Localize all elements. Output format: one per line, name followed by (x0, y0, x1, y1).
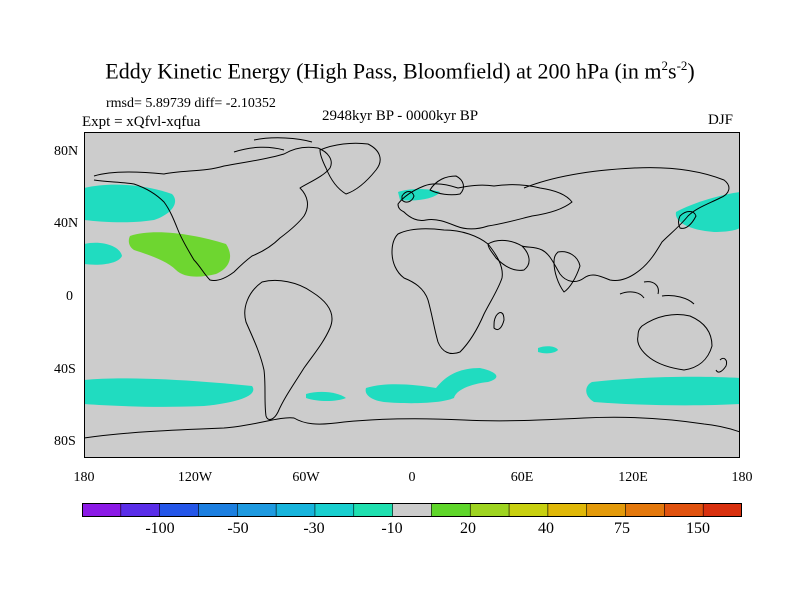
australia-coast (637, 313, 713, 371)
lat-label-80s: 80S (54, 434, 76, 449)
lon-label-0: 0 (408, 470, 416, 485)
small-indian-ocean-patch (538, 346, 558, 354)
madagascar-coast (493, 312, 505, 331)
colorbar-label: -30 (303, 520, 325, 537)
colorbar (82, 503, 742, 517)
colorbar-label: 150 (686, 520, 710, 537)
colorbar-cell (392, 503, 433, 517)
colorbar-label: -50 (227, 520, 249, 537)
colorbar-cell (625, 503, 665, 517)
map-frame (84, 132, 740, 458)
colorbar-cell (198, 503, 238, 517)
colorbar-cell (159, 503, 200, 517)
north-america-coast (93, 146, 332, 281)
south-america-coast (244, 279, 333, 420)
colorbar-cell (664, 503, 704, 517)
colorbar-cell (508, 503, 549, 517)
positive-anomaly-regions (128, 232, 231, 277)
lon-label-180e: 180 (731, 470, 753, 485)
coastlines (84, 137, 740, 439)
rmsd-diff-stats: rmsd= 5.89739 diff= -2.10352 (106, 96, 276, 111)
lon-label-120e: 120E (618, 470, 648, 485)
colorbar-cell (586, 503, 627, 517)
southeast-asia-islands-coast (619, 281, 695, 305)
lon-label-120w: 120W (177, 470, 213, 485)
season-label: DJF (708, 112, 734, 128)
india-coast (553, 251, 581, 293)
colorbar-label: -100 (145, 520, 175, 537)
colorbar-cell (353, 503, 394, 517)
south-pacific-patch (84, 378, 254, 407)
japan-coast (678, 211, 697, 229)
colorbar-label: 40 (538, 520, 554, 537)
colorbar-cell (120, 503, 161, 517)
colorbar-cell (547, 503, 588, 517)
arctic-islands-coast (233, 137, 313, 153)
colorbar-label: -10 (381, 520, 403, 537)
africa-coast (391, 228, 503, 355)
lon-label-60w: 60W (292, 470, 320, 485)
lat-label-80n: 80N (54, 144, 79, 159)
drake-passage-patch (306, 391, 346, 401)
plot-title: Eddy Kinetic Energy (High Pass, Bloomfie… (105, 58, 695, 84)
colorbar-cell (702, 503, 742, 517)
east-pacific-mexico-patch (128, 232, 231, 277)
north-pacific-east-patch (84, 184, 176, 223)
new-zealand-coast (715, 357, 727, 373)
world-map (84, 132, 740, 458)
colorbar-cell (431, 503, 471, 517)
colorbar-label: 20 (460, 520, 476, 537)
colorbar-cell (469, 503, 510, 517)
colorbar-frame (82, 503, 742, 517)
greenland-coast (319, 142, 381, 195)
europe-coast (397, 183, 573, 230)
colorbar-cell (236, 503, 277, 517)
southern-ocean-east-patch (586, 376, 740, 406)
colorbar-label: 75 (614, 520, 630, 537)
arabian-peninsula-coast (487, 239, 530, 271)
colorbar-cells (82, 503, 742, 517)
lon-label-60e: 60E (510, 470, 534, 485)
lat-label-0: 0 (66, 289, 73, 304)
colorbar-cell (82, 503, 122, 517)
antarctica-coast (84, 416, 740, 439)
lat-label-40s: 40S (54, 362, 76, 377)
lon-label-180w: 180 (73, 470, 95, 485)
scandinavia-coast (429, 175, 464, 196)
period-label: 2948kyr BP - 0000kyr BP (322, 108, 479, 124)
colorbar-cell (314, 503, 355, 517)
experiment-label: Expt = xQfvl-xqfua (82, 114, 201, 130)
subtropical-pacific-patch (84, 242, 122, 265)
lat-label-40n: 40N (54, 216, 79, 231)
south-atlantic-indian-patch (365, 368, 497, 404)
colorbar-cell (275, 503, 316, 517)
british-isles-coast (401, 191, 415, 203)
asia-coast (521, 167, 730, 282)
